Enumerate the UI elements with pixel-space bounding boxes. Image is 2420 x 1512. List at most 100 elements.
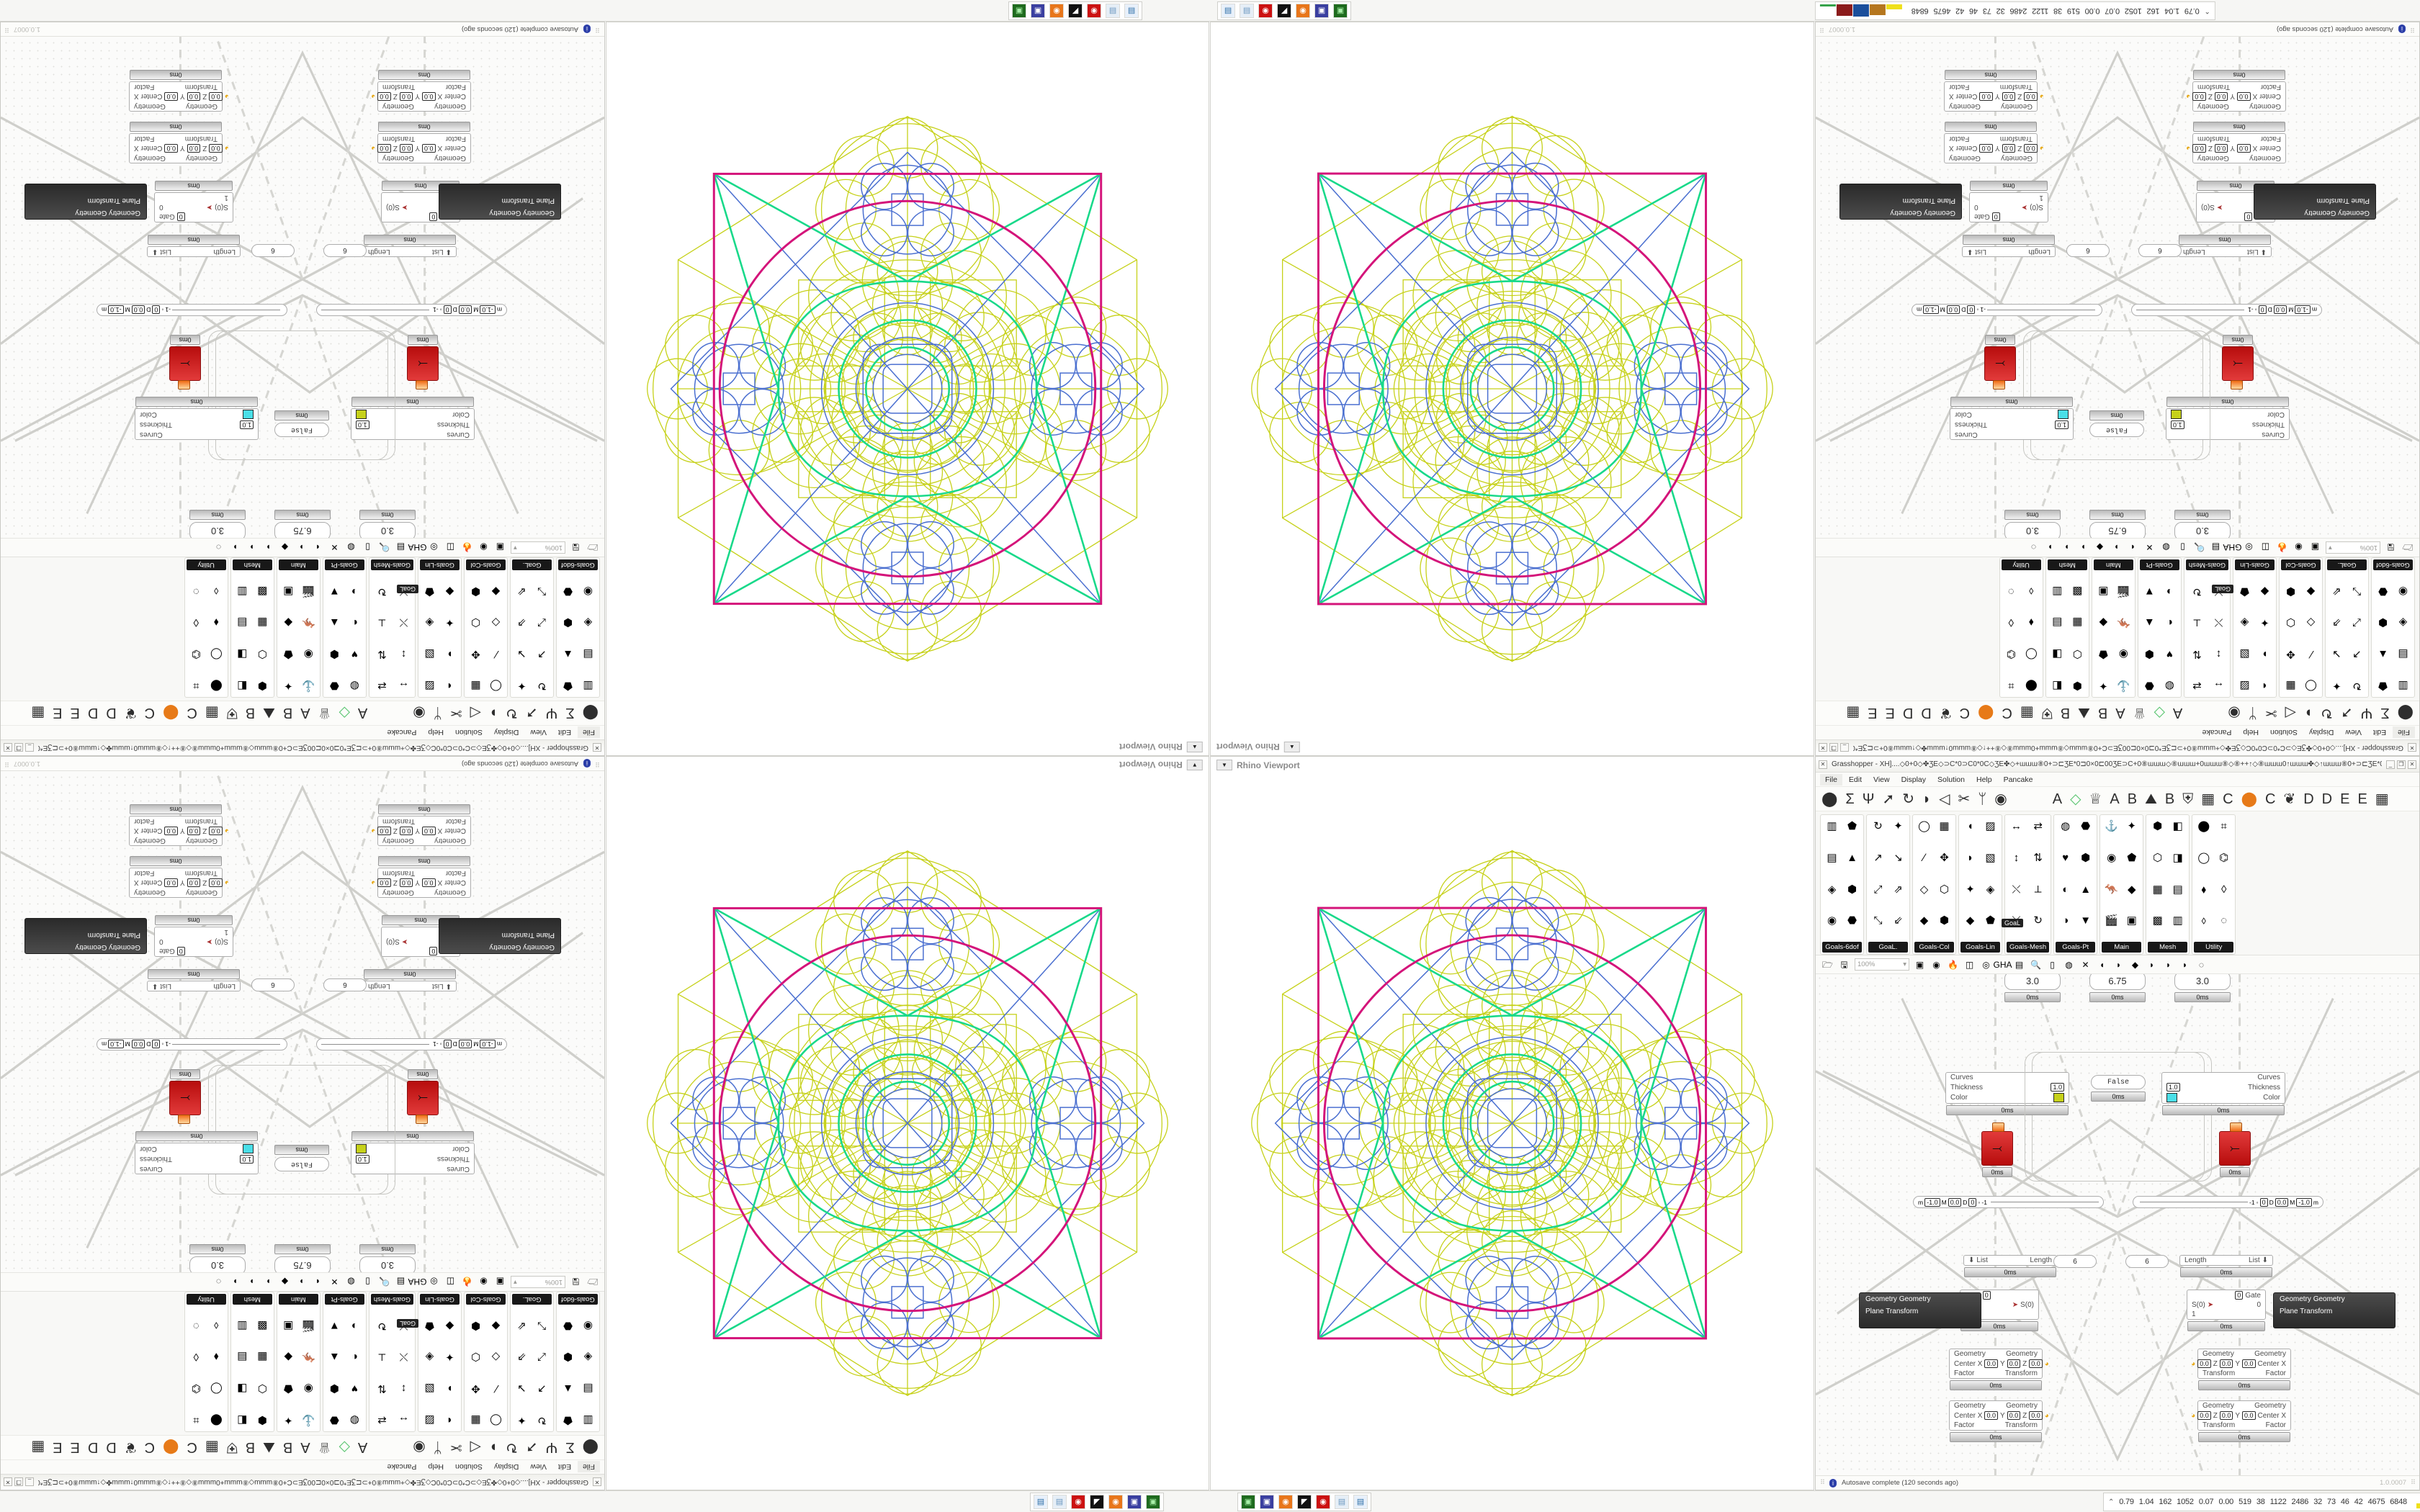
component-icon[interactable]: ◐ bbox=[351, 1351, 358, 1364]
canvas-tool-icon[interactable]: ◗ bbox=[265, 542, 272, 553]
canvas-tool-icon[interactable]: 🔍 bbox=[379, 1277, 390, 1287]
component-icon[interactable]: ▤ bbox=[2172, 883, 2183, 896]
center-y-field[interactable]: 0.0 bbox=[2219, 1411, 2233, 1420]
ribbon-category-icon[interactable]: ♕ bbox=[318, 1439, 331, 1456]
center-y-field[interactable]: 0.0 bbox=[2214, 92, 2228, 101]
ribbon-category-icon[interactable]: D bbox=[87, 1439, 99, 1456]
component-icon[interactable]: ⤡ bbox=[1873, 914, 1883, 927]
component-icon[interactable]: ⬢ bbox=[329, 648, 339, 661]
component-icon[interactable]: ⇗ bbox=[1894, 883, 1903, 896]
window-titlebar[interactable]: ✕ Grasshopper - XH]....◇0+0◇✤ƷE◇⊃C*0⊃C0*… bbox=[1816, 757, 2419, 773]
slider-dec-field[interactable]: 0 bbox=[1967, 305, 1976, 315]
slider-min-field[interactable]: -1.0 bbox=[1923, 305, 1939, 315]
node-canvas[interactable]: 3.0 0ms 6.75 0ms 3.0 0ms Curves Thicknes… bbox=[1816, 37, 2419, 538]
component-icon[interactable]: ◗ bbox=[1966, 851, 1974, 864]
component-icon[interactable]: ▲ bbox=[2143, 616, 2155, 629]
slider-dec-field[interactable]: 0 bbox=[443, 305, 452, 315]
component-icon[interactable]: ⬣ bbox=[563, 1319, 573, 1332]
component-tab-group[interactable]: ⚓ ◉ 🦘 🎬 ✦ ⬟ ◆ ▣ Main bbox=[276, 1292, 321, 1432]
component-icon[interactable]: ◈ bbox=[2398, 616, 2408, 629]
recorder-icon[interactable]: ◉ bbox=[1087, 4, 1101, 18]
menu-item-solution[interactable]: Solution bbox=[1937, 775, 1965, 784]
ribbon-category-icon[interactable]: ▦ bbox=[31, 1439, 45, 1456]
canvas-tool-icon[interactable]: ◆ bbox=[2131, 959, 2139, 970]
value-slider[interactable]: 3.0 bbox=[359, 1256, 416, 1272]
save-icon[interactable]: ▣ bbox=[1031, 4, 1045, 18]
save-file-icon[interactable]: 🖫 bbox=[572, 1277, 580, 1287]
component-icon[interactable]: ⬧ bbox=[213, 1351, 219, 1364]
length-panel[interactable]: 6 bbox=[2125, 1255, 2169, 1268]
ribbon-category-icon[interactable]: ⛰ bbox=[263, 705, 275, 721]
close-button[interactable]: ✕ bbox=[4, 743, 12, 752]
ribbon-category-icon[interactable]: ⛰ bbox=[2145, 791, 2157, 807]
ribbon-category-icon[interactable]: ⛨ bbox=[226, 705, 238, 721]
component-icon[interactable]: ▣ bbox=[2098, 585, 2109, 598]
component-tab-group[interactable]: ⚓ ◉ 🦘 🎬 ✦ ⬟ ◆ ▣ Main bbox=[276, 557, 321, 698]
component-icon[interactable]: ◧ bbox=[2172, 820, 2183, 832]
component-icon[interactable]: ∕ bbox=[495, 1382, 497, 1395]
canvas-tool-icon[interactable]: 🔥 bbox=[1948, 959, 1958, 970]
thickness-field[interactable]: 1.0 bbox=[240, 1155, 254, 1164]
transform-node[interactable]: Geometry Geometry Plane Transform bbox=[439, 918, 561, 954]
component-tab-group[interactable]: ↔↕⤬⤫⇄⇅⟂↻ Goals-Mesh bbox=[368, 1292, 416, 1432]
component-icon[interactable]: ↘ bbox=[2332, 648, 2341, 661]
component-icon[interactable]: ◈ bbox=[425, 616, 434, 629]
menu-item-view[interactable]: View bbox=[530, 728, 547, 737]
component-icon[interactable]: ⬣ bbox=[1847, 914, 1857, 927]
value-slider[interactable]: 3.0 bbox=[189, 522, 246, 538]
component-icon[interactable]: ▤ bbox=[237, 1351, 248, 1364]
taskbar-tray-top-left[interactable]: ▤ ▤ ◉ ◤ ◉ ▣ ▣ bbox=[1008, 1, 1142, 20]
component-tab-label[interactable]: Utility bbox=[2194, 942, 2234, 953]
canvas-tool-icon[interactable]: 🔥 bbox=[462, 542, 472, 553]
component-icon[interactable]: ⌗ bbox=[193, 1414, 200, 1426]
list-length-node[interactable]: ⬇ List Length 0ms bbox=[1963, 1255, 2057, 1277]
thickness-field[interactable]: 1.0 bbox=[2166, 1083, 2180, 1092]
scale-node[interactable]: Geometry Geometry Center X 0.0 Y 0.0 Z 0… bbox=[2186, 122, 2286, 163]
component-icon[interactable]: ◉ bbox=[2107, 851, 2117, 864]
component-icon[interactable]: ▲ bbox=[2080, 883, 2092, 896]
canvas-tool-icon[interactable]: ▤ bbox=[2015, 959, 2024, 970]
grasshopper-window-top-right[interactable]: ✕ Grasshopper - XH]....◇0+0◇✤ƷE◇⊃C*0⊃C0*… bbox=[1815, 22, 2420, 756]
component-icon[interactable]: ◈ bbox=[583, 1351, 593, 1364]
ribbon-tool-icon[interactable]: ◗ bbox=[488, 1439, 498, 1456]
ribbon-category-icon[interactable]: E bbox=[70, 705, 80, 721]
component-icon[interactable]: ⬟ bbox=[2098, 648, 2108, 661]
component-icon[interactable]: ▲ bbox=[2378, 648, 2388, 661]
transform-node[interactable]: Geometry Geometry Plane Transform bbox=[2254, 184, 2376, 220]
component-icon[interactable]: ▤ bbox=[583, 648, 593, 661]
canvas-tool-icon[interactable]: GHA bbox=[2223, 542, 2242, 553]
rhino-viewport-top-left[interactable]: ▲ Rhino Viewport bbox=[606, 22, 1209, 756]
grasshopper-window-top-left[interactable]: ✕ Grasshopper - XH]....◇0+0◇✤ƷE◇⊃C*0⊃C0*… bbox=[0, 22, 605, 756]
canvas-tool-icon[interactable]: ◉ bbox=[480, 1277, 488, 1287]
system-menu-icon[interactable]: ✕ bbox=[2408, 743, 2416, 752]
terminal-icon[interactable]: ▣ bbox=[1333, 4, 1348, 18]
component-icon[interactable]: ▣ bbox=[2126, 914, 2137, 927]
flip-curve-node[interactable]: ⤙ 0ms bbox=[407, 335, 439, 390]
component-icon[interactable]: ↻ bbox=[2352, 680, 2362, 692]
component-icon[interactable]: ⟂ bbox=[378, 616, 386, 629]
component-icon[interactable]: ▦ bbox=[257, 1351, 268, 1364]
transform-node[interactable]: Geometry Geometry Plane Transform bbox=[2273, 1292, 2396, 1328]
resize-grip-icon[interactable]: ⠿ bbox=[2411, 25, 2415, 33]
system-menu-icon[interactable]: ✕ bbox=[1819, 760, 1827, 769]
menu-item-file[interactable]: File bbox=[578, 1461, 600, 1473]
component-tab-strip[interactable]: ▥ ▤ ◈ ◉ ⬟ ▲ ⬢ ⬣ Goals-6dof ↻ ↗ ⤢ ⤡ ✦ ↘ ⇗ ⇙ GoaL. ◯ ∕ ◇ ◆ ▦… bbox=[1, 1291, 604, 1435]
component-icon[interactable]: ◨ bbox=[2052, 648, 2063, 661]
center-z-field[interactable]: 0.0 bbox=[2029, 1411, 2043, 1420]
component-icon[interactable]: ▤ bbox=[1827, 851, 1837, 864]
ribbon-toolbar[interactable]: ⬤ Σ Ψ ➚ ↻ ◗ ◁ ✂ ᛘ ◉ A ◇ ♕ A B ⛰ B ⛨ ▦ C ⬤ C ❦ D D E E ▦ bbox=[1, 701, 604, 725]
component-icon[interactable]: ◍ bbox=[2061, 820, 2071, 832]
canvas-tool-icon[interactable]: ◎ bbox=[430, 542, 438, 553]
canvas-tool-icon[interactable]: ◗ bbox=[2115, 959, 2122, 970]
expand-chevron-icon[interactable]: ⌃ bbox=[2108, 1498, 2115, 1506]
grasshopper-window-bottom-left[interactable]: ✕ Grasshopper - XH]....◇0+0◇✤ƷE◇⊃C*0⊃C0*… bbox=[0, 756, 605, 1490]
ribbon-category-icon[interactable]: ▦ bbox=[1846, 705, 1860, 721]
component-icon[interactable]: ⟂ bbox=[378, 1351, 386, 1364]
component-icon[interactable]: ◈ bbox=[425, 1351, 434, 1364]
component-tab-group[interactable]: ▥ ▤ ◈ ◉ ⬟ ▲ ⬢ ⬣ Goals-6dof bbox=[556, 1292, 600, 1432]
component-icon[interactable]: ▣ bbox=[283, 1319, 294, 1332]
canvas-tool-icon[interactable]: ▣ bbox=[496, 542, 505, 553]
ribbon-category-icon[interactable]: B bbox=[2060, 705, 2071, 721]
component-icon[interactable]: 🦘 bbox=[2116, 616, 2130, 629]
center-x-field[interactable]: 0.0 bbox=[422, 144, 436, 153]
